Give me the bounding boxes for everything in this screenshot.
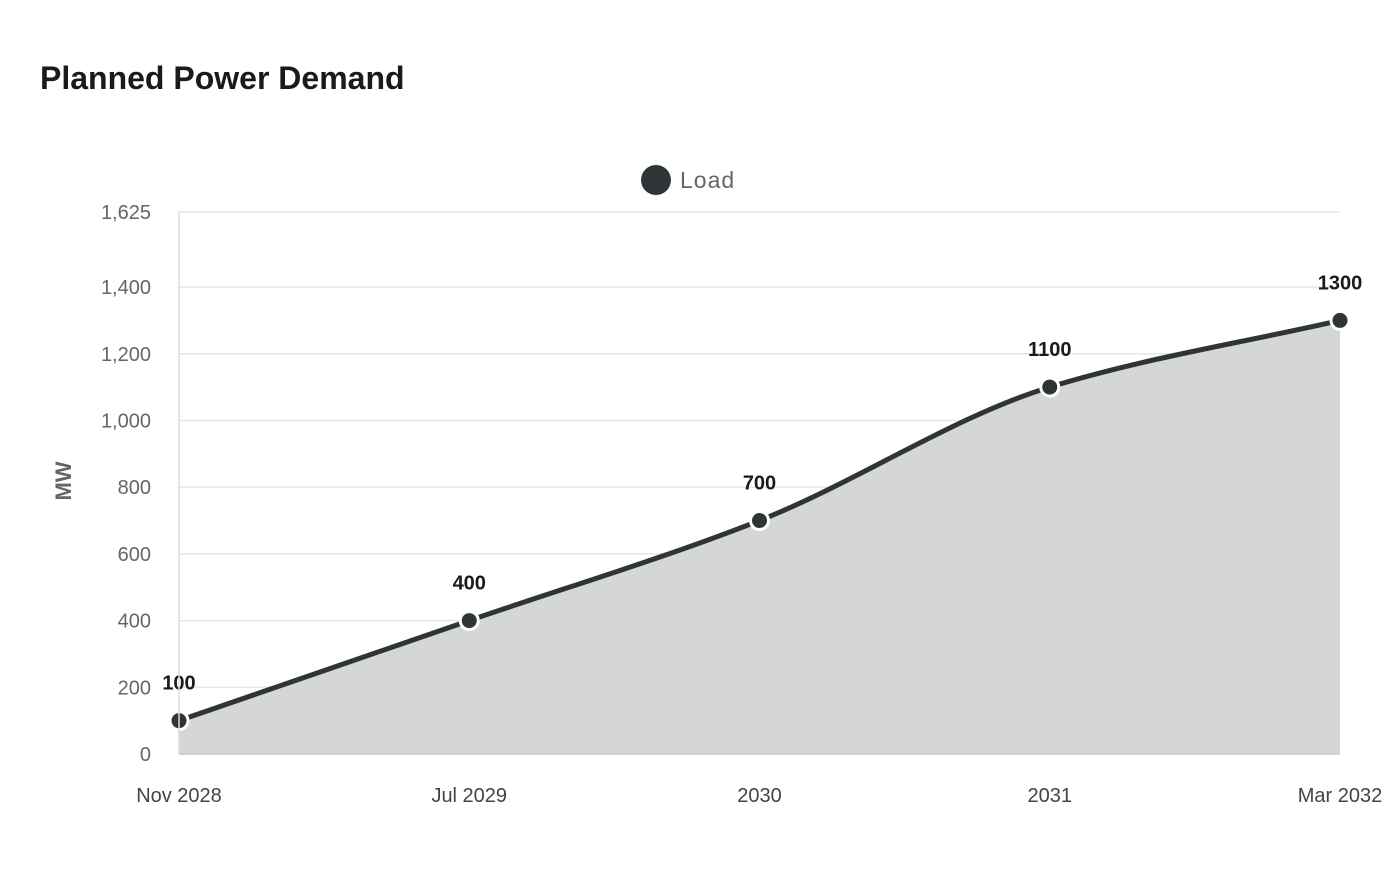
y-tick-label: 400 bbox=[118, 611, 151, 633]
legend[interactable]: Load bbox=[641, 165, 735, 195]
x-tick-label: Nov 2028 bbox=[136, 785, 222, 807]
legend-label-load[interactable]: Load bbox=[680, 167, 735, 193]
x-tick-label: Mar 2032 bbox=[1298, 785, 1383, 807]
x-axis: Nov 2028 Jul 2029 2030 2031 Mar 2032 bbox=[136, 753, 1383, 807]
y-axis: 0 200 400 600 800 1,000 1,200 1,400 1,625 bbox=[101, 202, 180, 766]
y-tick-label: 0 bbox=[140, 744, 151, 766]
y-tick-label: 1,000 bbox=[101, 410, 151, 432]
x-tick-label: 2031 bbox=[1028, 785, 1073, 807]
y-tick-label: 1,625 bbox=[101, 202, 151, 224]
y-tick-label: 800 bbox=[118, 477, 151, 499]
y-tick-label: 1,200 bbox=[101, 344, 151, 366]
y-tick-label: 600 bbox=[118, 544, 151, 566]
legend-marker-load[interactable] bbox=[641, 165, 671, 195]
y-tick-label: 1,400 bbox=[101, 277, 151, 299]
x-tick-label: 2030 bbox=[737, 785, 782, 807]
data-label: 700 bbox=[743, 473, 776, 495]
data-point[interactable] bbox=[749, 510, 770, 532]
data-points-layer bbox=[168, 309, 1351, 732]
data-point[interactable] bbox=[458, 610, 480, 632]
data-label: 400 bbox=[453, 573, 486, 595]
x-tick-label: Jul 2029 bbox=[431, 785, 507, 807]
area-fill-layer bbox=[179, 320, 1340, 754]
data-point[interactable] bbox=[1039, 376, 1061, 398]
data-point[interactable] bbox=[1329, 309, 1351, 331]
data-label: 1300 bbox=[1318, 272, 1363, 294]
y-tick-label: 200 bbox=[118, 677, 151, 699]
chart-title: Planned Power Demand bbox=[40, 60, 405, 96]
y-axis-title: MW bbox=[51, 461, 76, 500]
data-label: 1100 bbox=[1028, 339, 1071, 361]
series-area-load bbox=[179, 320, 1340, 754]
